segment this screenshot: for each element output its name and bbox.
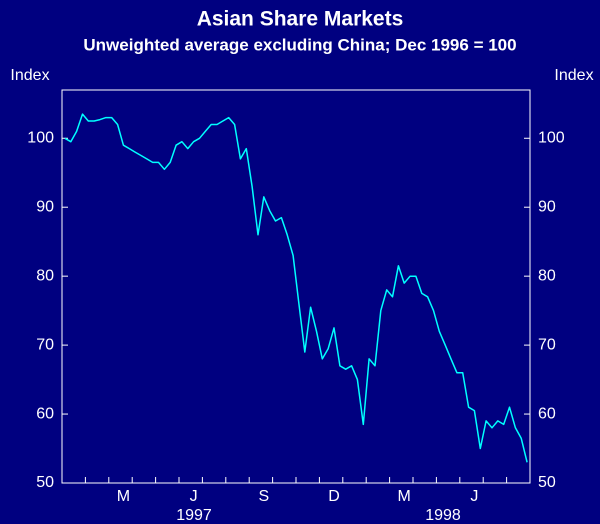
- x-tick-label: D: [328, 488, 340, 505]
- y-tick-label: 80: [36, 267, 54, 284]
- y-tick-label: 90: [36, 198, 54, 215]
- year-label: 1998: [425, 507, 461, 524]
- y2-tick-label: 100: [538, 129, 565, 146]
- y2-tick-label: 60: [538, 405, 556, 422]
- y2-tick-label: 80: [538, 267, 556, 284]
- x-tick-label: M: [398, 488, 411, 505]
- chart-title: Asian Share Markets: [197, 8, 404, 31]
- y2-tick-label: 50: [538, 474, 556, 491]
- year-label: 1997: [176, 507, 212, 524]
- x-tick-label: S: [258, 488, 269, 505]
- y2-axis-label: Index: [554, 67, 593, 84]
- y-tick-label: 60: [36, 405, 54, 422]
- chart-subtitle: Unweighted average excluding China; Dec …: [83, 35, 516, 54]
- x-tick-label: J: [470, 488, 478, 505]
- x-tick-label: J: [190, 488, 198, 505]
- y-tick-label: 100: [27, 129, 54, 146]
- series-line: [64, 113, 528, 463]
- y-tick-label: 70: [36, 336, 54, 353]
- y-axis-label: Index: [10, 67, 49, 84]
- y-tick-label: 50: [36, 474, 54, 491]
- y2-tick-label: 90: [538, 198, 556, 215]
- x-tick-label: M: [117, 488, 130, 505]
- y2-tick-label: 70: [538, 336, 556, 353]
